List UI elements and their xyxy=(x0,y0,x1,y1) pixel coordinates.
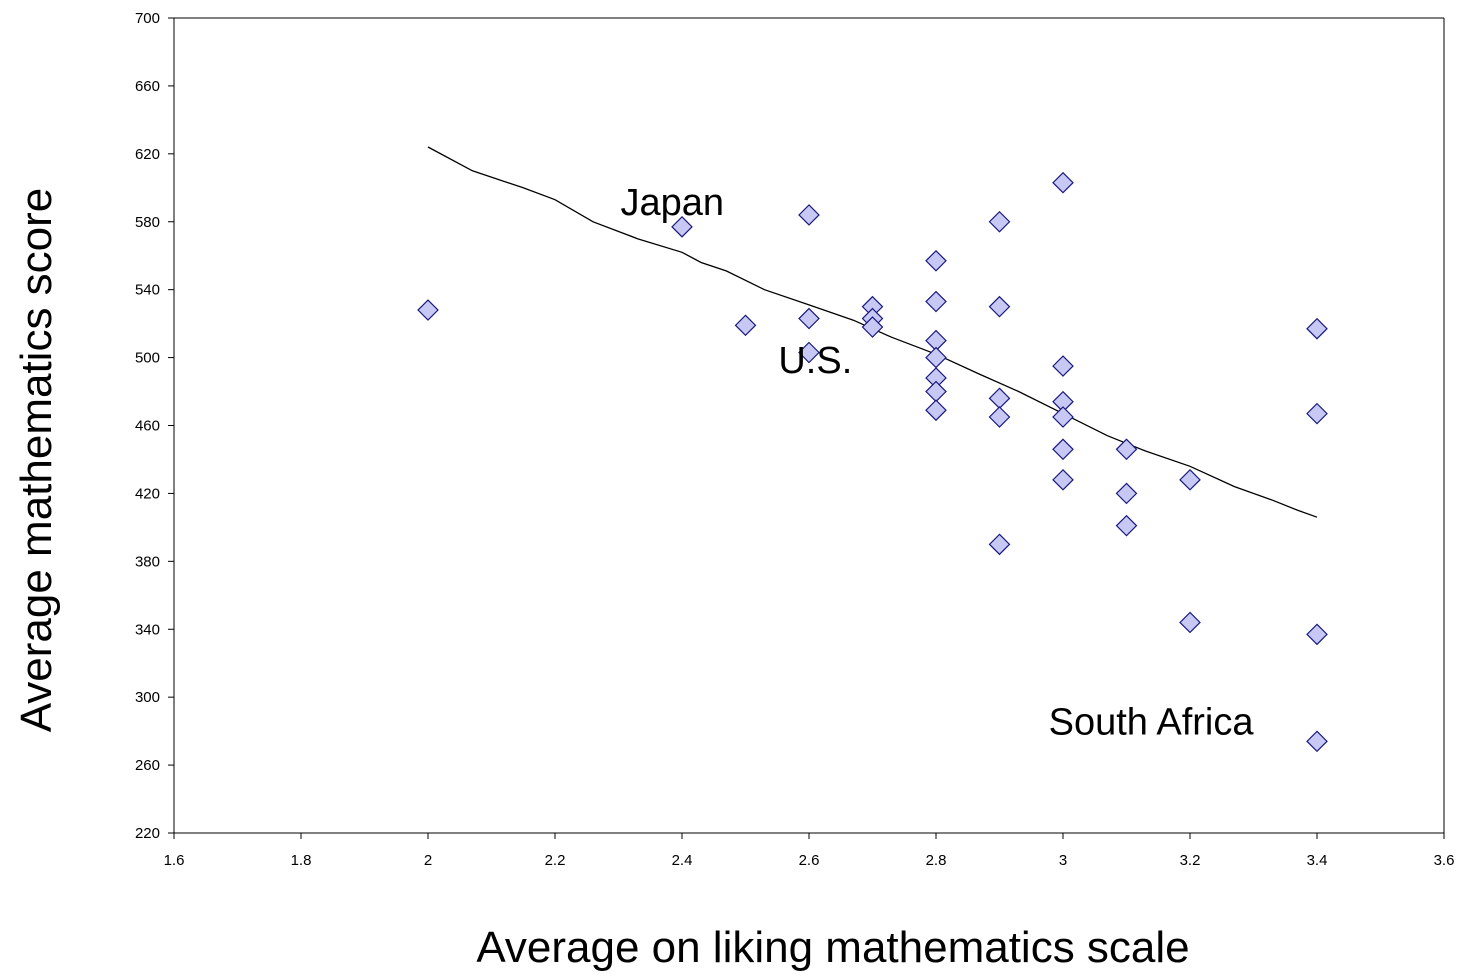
y-tick-label: 260 xyxy=(135,757,160,774)
data-point xyxy=(1307,404,1327,424)
data-point xyxy=(926,382,946,402)
data-point xyxy=(1307,624,1327,644)
x-tick-label: 2.8 xyxy=(926,852,947,869)
y-tick-label: 460 xyxy=(135,418,160,435)
data-point xyxy=(926,292,946,312)
data-point xyxy=(990,534,1010,554)
x-tick-label: 1.6 xyxy=(164,852,185,869)
data-point xyxy=(926,251,946,271)
data-point xyxy=(1053,439,1073,459)
y-tick-label: 420 xyxy=(135,485,160,502)
data-point xyxy=(1053,173,1073,193)
x-tick-label: 3.6 xyxy=(1434,852,1455,869)
annotation-japan: Japan xyxy=(620,182,724,224)
data-point xyxy=(926,348,946,368)
data-point xyxy=(1180,612,1200,632)
data-point xyxy=(418,300,438,320)
y-tick-label: 660 xyxy=(135,78,160,95)
plot-area xyxy=(174,18,1444,833)
data-point xyxy=(1117,516,1137,536)
y-tick-label: 700 xyxy=(135,10,160,27)
y-tick-label: 500 xyxy=(135,350,160,367)
data-point xyxy=(990,212,1010,232)
y-axis-ticks: 220 260 300 340 380 420 460 500 540 580 620 660 700 xyxy=(135,10,174,842)
data-point xyxy=(990,297,1010,317)
data-point xyxy=(1117,483,1137,503)
x-tick-label: 2.4 xyxy=(672,852,693,869)
x-tick-label: 3 xyxy=(1059,852,1067,869)
x-axis-ticks: 1.6 1.8 2 2.2 2.4 2.6 2.8 3 3.2 3.4 3.6 xyxy=(164,833,1455,869)
y-tick-label: 380 xyxy=(135,553,160,570)
y-tick-label: 620 xyxy=(135,146,160,163)
x-tick-label: 1.8 xyxy=(291,852,312,869)
x-tick-label: 3.4 xyxy=(1307,852,1328,869)
x-tick-label: 3.2 xyxy=(1180,852,1201,869)
x-axis-title: Average on liking mathematics scale xyxy=(476,923,1189,972)
y-tick-label: 580 xyxy=(135,214,160,231)
annotation-u-s: U.S. xyxy=(778,340,852,382)
data-point xyxy=(736,315,756,335)
data-point xyxy=(926,400,946,420)
x-tick-label: 2.6 xyxy=(799,852,820,869)
data-point xyxy=(1053,470,1073,490)
y-tick-label: 340 xyxy=(135,621,160,638)
data-point xyxy=(799,205,819,225)
annotation-south-africa: South Africa xyxy=(1049,702,1255,744)
y-tick-label: 300 xyxy=(135,689,160,706)
y-tick-label: 220 xyxy=(135,825,160,842)
data-point xyxy=(1180,470,1200,490)
data-point xyxy=(990,388,1010,408)
x-tick-label: 2.2 xyxy=(545,852,566,869)
data-point xyxy=(1053,356,1073,376)
data-point xyxy=(1117,439,1137,459)
data-point xyxy=(990,407,1010,427)
data-point xyxy=(1307,731,1327,751)
data-points-layer xyxy=(418,173,1327,752)
data-point xyxy=(1307,319,1327,339)
data-point xyxy=(799,309,819,329)
x-tick-label: 2 xyxy=(424,852,432,869)
y-tick-label: 540 xyxy=(135,282,160,299)
y-axis-title: Average mathematics score xyxy=(12,188,61,733)
